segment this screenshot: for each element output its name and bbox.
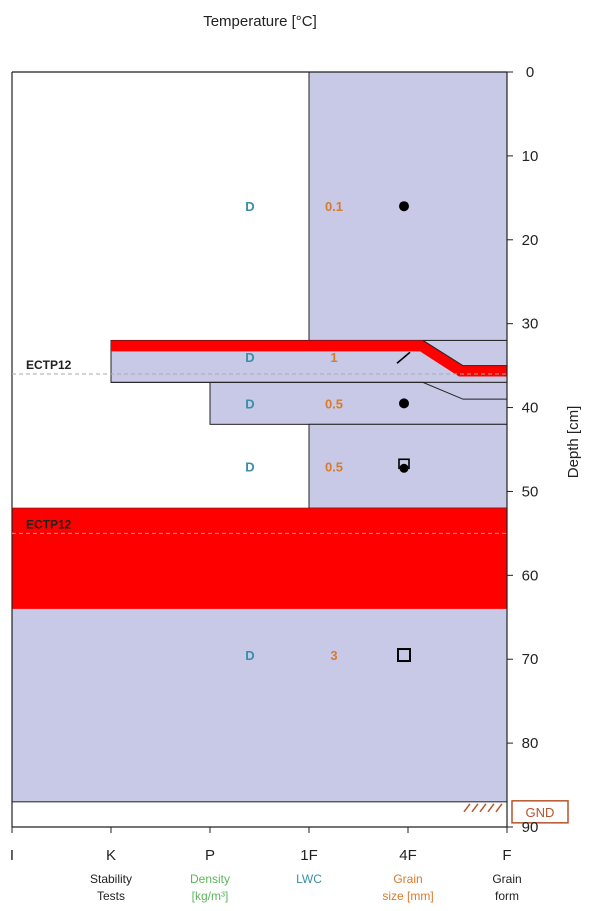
hardness-tick-label: F bbox=[502, 847, 511, 864]
layers-group bbox=[11, 71, 508, 803]
grain-form-rounded-icon bbox=[399, 398, 409, 409]
column-label-line1: LWC bbox=[296, 872, 322, 886]
grain-size-value: 0.5 bbox=[325, 459, 343, 474]
column-label-line1: Grain bbox=[393, 872, 422, 886]
stability-test-label: ECTP12 bbox=[26, 358, 72, 372]
grain-size-value: 1 bbox=[330, 350, 337, 365]
depth-tick-label: 30 bbox=[522, 316, 539, 333]
depth-tick-label: 70 bbox=[522, 651, 539, 668]
stability-test-label: ECTP12 bbox=[26, 517, 72, 531]
lwc-value: D bbox=[245, 199, 254, 214]
ground-hatch bbox=[487, 803, 495, 813]
wedge-outline-bottom bbox=[111, 381, 507, 400]
lwc-value: D bbox=[245, 648, 254, 663]
hardness-tick-label: K bbox=[106, 847, 116, 864]
ground-label-box bbox=[511, 800, 569, 824]
grain-form-rounded-icon bbox=[399, 201, 409, 212]
hardness-tick-label: 4F bbox=[399, 847, 417, 864]
ground-hatch bbox=[479, 803, 487, 813]
depth-tick-label: 80 bbox=[522, 735, 539, 752]
ground-label: GND bbox=[526, 805, 555, 820]
column-label-line2: [kg/m³] bbox=[192, 889, 229, 903]
grain-form-rounded-icon bbox=[399, 463, 409, 473]
grain-form-slash-icon bbox=[396, 351, 411, 364]
lwc-value: D bbox=[245, 396, 254, 411]
hardness-tick-label: I bbox=[10, 847, 14, 864]
column-label-line2: Tests bbox=[97, 889, 125, 903]
depth-tick-label: 90 bbox=[522, 819, 539, 836]
critical-layer-wedge bbox=[111, 340, 507, 377]
grain-size-value: 0.1 bbox=[325, 199, 343, 214]
depth-tick-label: 50 bbox=[522, 483, 539, 500]
depth-tick-label: 20 bbox=[522, 232, 539, 249]
axes-group: 0 10 20 30 40 50 60 70 80 90 I K P 1F 4F F Stability Test… bbox=[10, 64, 538, 903]
column-label-line2: form bbox=[495, 889, 519, 903]
temperature-axis-title: Temperature [°C] bbox=[203, 13, 317, 30]
lwc-value: D bbox=[245, 350, 254, 365]
column-label-line1: Grain bbox=[492, 872, 521, 886]
depth-tick-label: 60 bbox=[522, 567, 539, 584]
depth-axis-title: Depth [cm] bbox=[565, 406, 582, 479]
observations-group: D 0.1 D 1 D 0.5 D 0.5 D 3 bbox=[245, 199, 411, 663]
depth-tick-label: 10 bbox=[522, 148, 539, 165]
grain-size-value: 3 bbox=[330, 648, 337, 663]
ground-hatch bbox=[463, 803, 471, 813]
depth-tick-label: 0 bbox=[526, 64, 534, 81]
hardness-tick-label: 1F bbox=[300, 847, 318, 864]
unstable-bands-group bbox=[12, 340, 507, 609]
chart-frame: GND bbox=[11, 71, 569, 828]
column-label-line1: Stability bbox=[90, 872, 132, 886]
depth-tick-label: 40 bbox=[522, 400, 539, 417]
grain-form-faceted-icon bbox=[397, 648, 411, 663]
wedge-outline-top bbox=[422, 340, 507, 367]
column-label-line1: Density bbox=[190, 872, 230, 886]
column-label-line2: size [mm] bbox=[382, 889, 433, 903]
unstable-band-1 bbox=[12, 508, 507, 609]
ground-hatch bbox=[471, 803, 479, 813]
ground-hatch bbox=[495, 803, 503, 813]
grain-size-value: 0.5 bbox=[325, 396, 343, 411]
hardness-tick-label: P bbox=[205, 847, 215, 864]
stability-tests-group: ECTP12 ECTP12 bbox=[12, 358, 507, 534]
lwc-value: D bbox=[245, 459, 254, 474]
